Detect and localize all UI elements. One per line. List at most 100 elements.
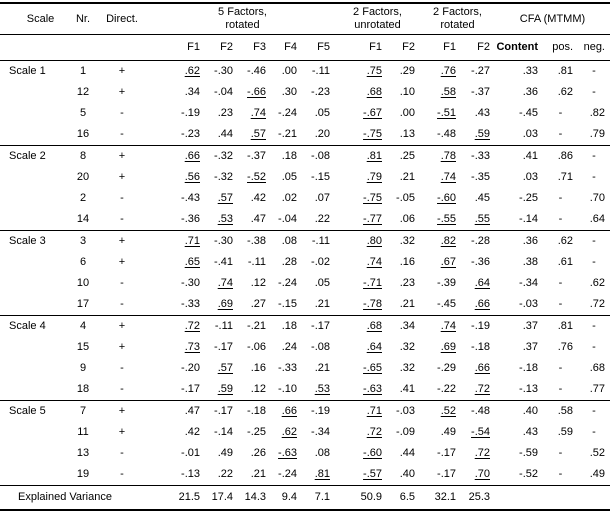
item-number: 2: [79, 192, 87, 204]
loading-value: -.01: [181, 447, 200, 459]
loading-value: .57: [205, 358, 238, 379]
loading-value: .05: [314, 277, 330, 289]
loading-value: .71: [557, 171, 573, 183]
loading-value: -.06: [247, 341, 266, 353]
loading-value: .81: [543, 315, 578, 337]
scale-label: Scale 2: [0, 145, 72, 167]
underlined-loading: .79: [366, 171, 382, 183]
loading-value: .66: [461, 294, 495, 316]
loading-value: .29: [387, 60, 420, 82]
loading-value: .03: [522, 128, 538, 140]
loading-value: .59: [461, 124, 495, 146]
loading-value: .74: [335, 252, 387, 273]
loading-value: -.71: [335, 273, 387, 294]
underlined-loading: .55: [474, 213, 490, 225]
loading-value: -.05: [396, 192, 415, 204]
item-number: 4: [72, 315, 94, 337]
loading-value: .79: [335, 167, 387, 188]
loading-value: -: [558, 362, 563, 374]
loading-value: .23: [217, 107, 233, 119]
underlined-loading: .72: [474, 447, 490, 459]
loading-value: -.25: [247, 426, 266, 438]
scale-label: [0, 379, 72, 401]
loading-value: .37: [522, 341, 538, 353]
loading-value: .70: [461, 464, 495, 486]
loading-value: .64: [589, 213, 605, 225]
loading-value: -.59: [519, 447, 538, 459]
underlined-loading: .74: [440, 171, 456, 183]
underlined-loading: .67: [440, 256, 456, 268]
underlined-loading: -.63: [363, 383, 382, 395]
underlined-loading: .76: [440, 65, 456, 77]
scale-label: [0, 422, 72, 443]
loading-value: -: [592, 256, 596, 268]
loading-value: .32: [399, 341, 415, 353]
loading-value: -: [592, 171, 596, 183]
loading-value: .66: [271, 400, 302, 422]
loading-value: -.63: [335, 379, 387, 401]
loading-value: .72: [150, 315, 205, 337]
underlined-loading: .59: [217, 383, 233, 395]
loading-value: .81: [335, 145, 387, 167]
loading-value: .57: [238, 124, 271, 146]
item-direction: +: [94, 60, 150, 82]
group-header-5-factors-rotated: 5 Factors, rotated: [150, 3, 335, 35]
loading-value: .74: [205, 273, 238, 294]
loading-value: -: [578, 60, 610, 82]
loading-value: -.36: [471, 256, 490, 268]
loading-value: .73: [150, 337, 205, 358]
col-header-unrotated-f1: F1: [335, 34, 387, 61]
underlined-loading: -.77: [363, 213, 382, 225]
loading-value: .21: [399, 171, 415, 183]
item-direction: +: [118, 426, 126, 438]
underlined-loading: -.66: [247, 86, 266, 98]
loading-value: .34: [184, 86, 200, 98]
underlined-loading: .57: [250, 128, 266, 140]
underlined-loading: .74: [440, 320, 456, 332]
col-header-f4: F4: [271, 34, 302, 61]
col-header-nr: Nr.: [72, 3, 94, 35]
loading-value: .00: [271, 60, 302, 82]
loading-value: -.34: [311, 426, 330, 438]
loading-value: .56: [150, 167, 205, 188]
loading-value: -.39: [437, 277, 456, 289]
table-row: 12 + .34 -.04 -.66 .30 -.23 .68 .10 .58 -.37 .36 .62…: [0, 82, 610, 103]
col-header-pos: pos.: [543, 34, 578, 61]
table-body: Scale 1 1 + .62 -.30 -.46.00 -.11.75.29.76 -.27…: [0, 60, 610, 486]
loading-value: .41: [495, 145, 543, 167]
loading-value: -: [578, 145, 610, 167]
underlined-loading: .70: [474, 468, 490, 480]
table-row: 15 + .73 -.17 -.06 .24 -.08 .64 .32 .69 -.18 .37 .76…: [0, 337, 610, 358]
loading-value: .81: [543, 60, 578, 82]
loading-value: -: [558, 107, 563, 119]
loading-value: .80: [335, 230, 387, 252]
loading-value: -.54: [461, 422, 495, 443]
loading-value: .18: [271, 145, 302, 167]
loading-value: .72: [589, 298, 605, 310]
explained-variance-value: 6.5: [387, 485, 420, 510]
scale-label: [0, 103, 72, 124]
item-direction: -: [120, 468, 124, 480]
loading-value: -.75: [335, 188, 387, 209]
loading-value: .12: [250, 383, 266, 395]
scale-label: [0, 167, 72, 188]
scale-label: Scale 5: [0, 400, 72, 422]
underlined-loading: .81: [314, 468, 330, 480]
loading-value: -.25: [519, 192, 538, 204]
loading-value: .47: [150, 400, 205, 422]
loading-value: -: [558, 383, 563, 395]
loading-value: -.32: [205, 145, 238, 167]
item-direction: +: [118, 171, 126, 183]
loading-value: -.35: [471, 171, 490, 183]
loading-value: .71: [150, 230, 205, 252]
col-header-rotated-f2: F2: [461, 34, 495, 61]
loading-value: .18: [271, 315, 302, 337]
loading-value: -.17: [205, 400, 238, 422]
item-direction: -: [120, 107, 124, 119]
col-header-f2: F2: [205, 34, 238, 61]
loading-value: .61: [557, 256, 573, 268]
underlined-loading: .66: [474, 298, 490, 310]
loading-value: .81: [302, 464, 335, 486]
loading-value: -: [558, 468, 563, 480]
explained-variance-value: 25.3: [461, 485, 495, 510]
